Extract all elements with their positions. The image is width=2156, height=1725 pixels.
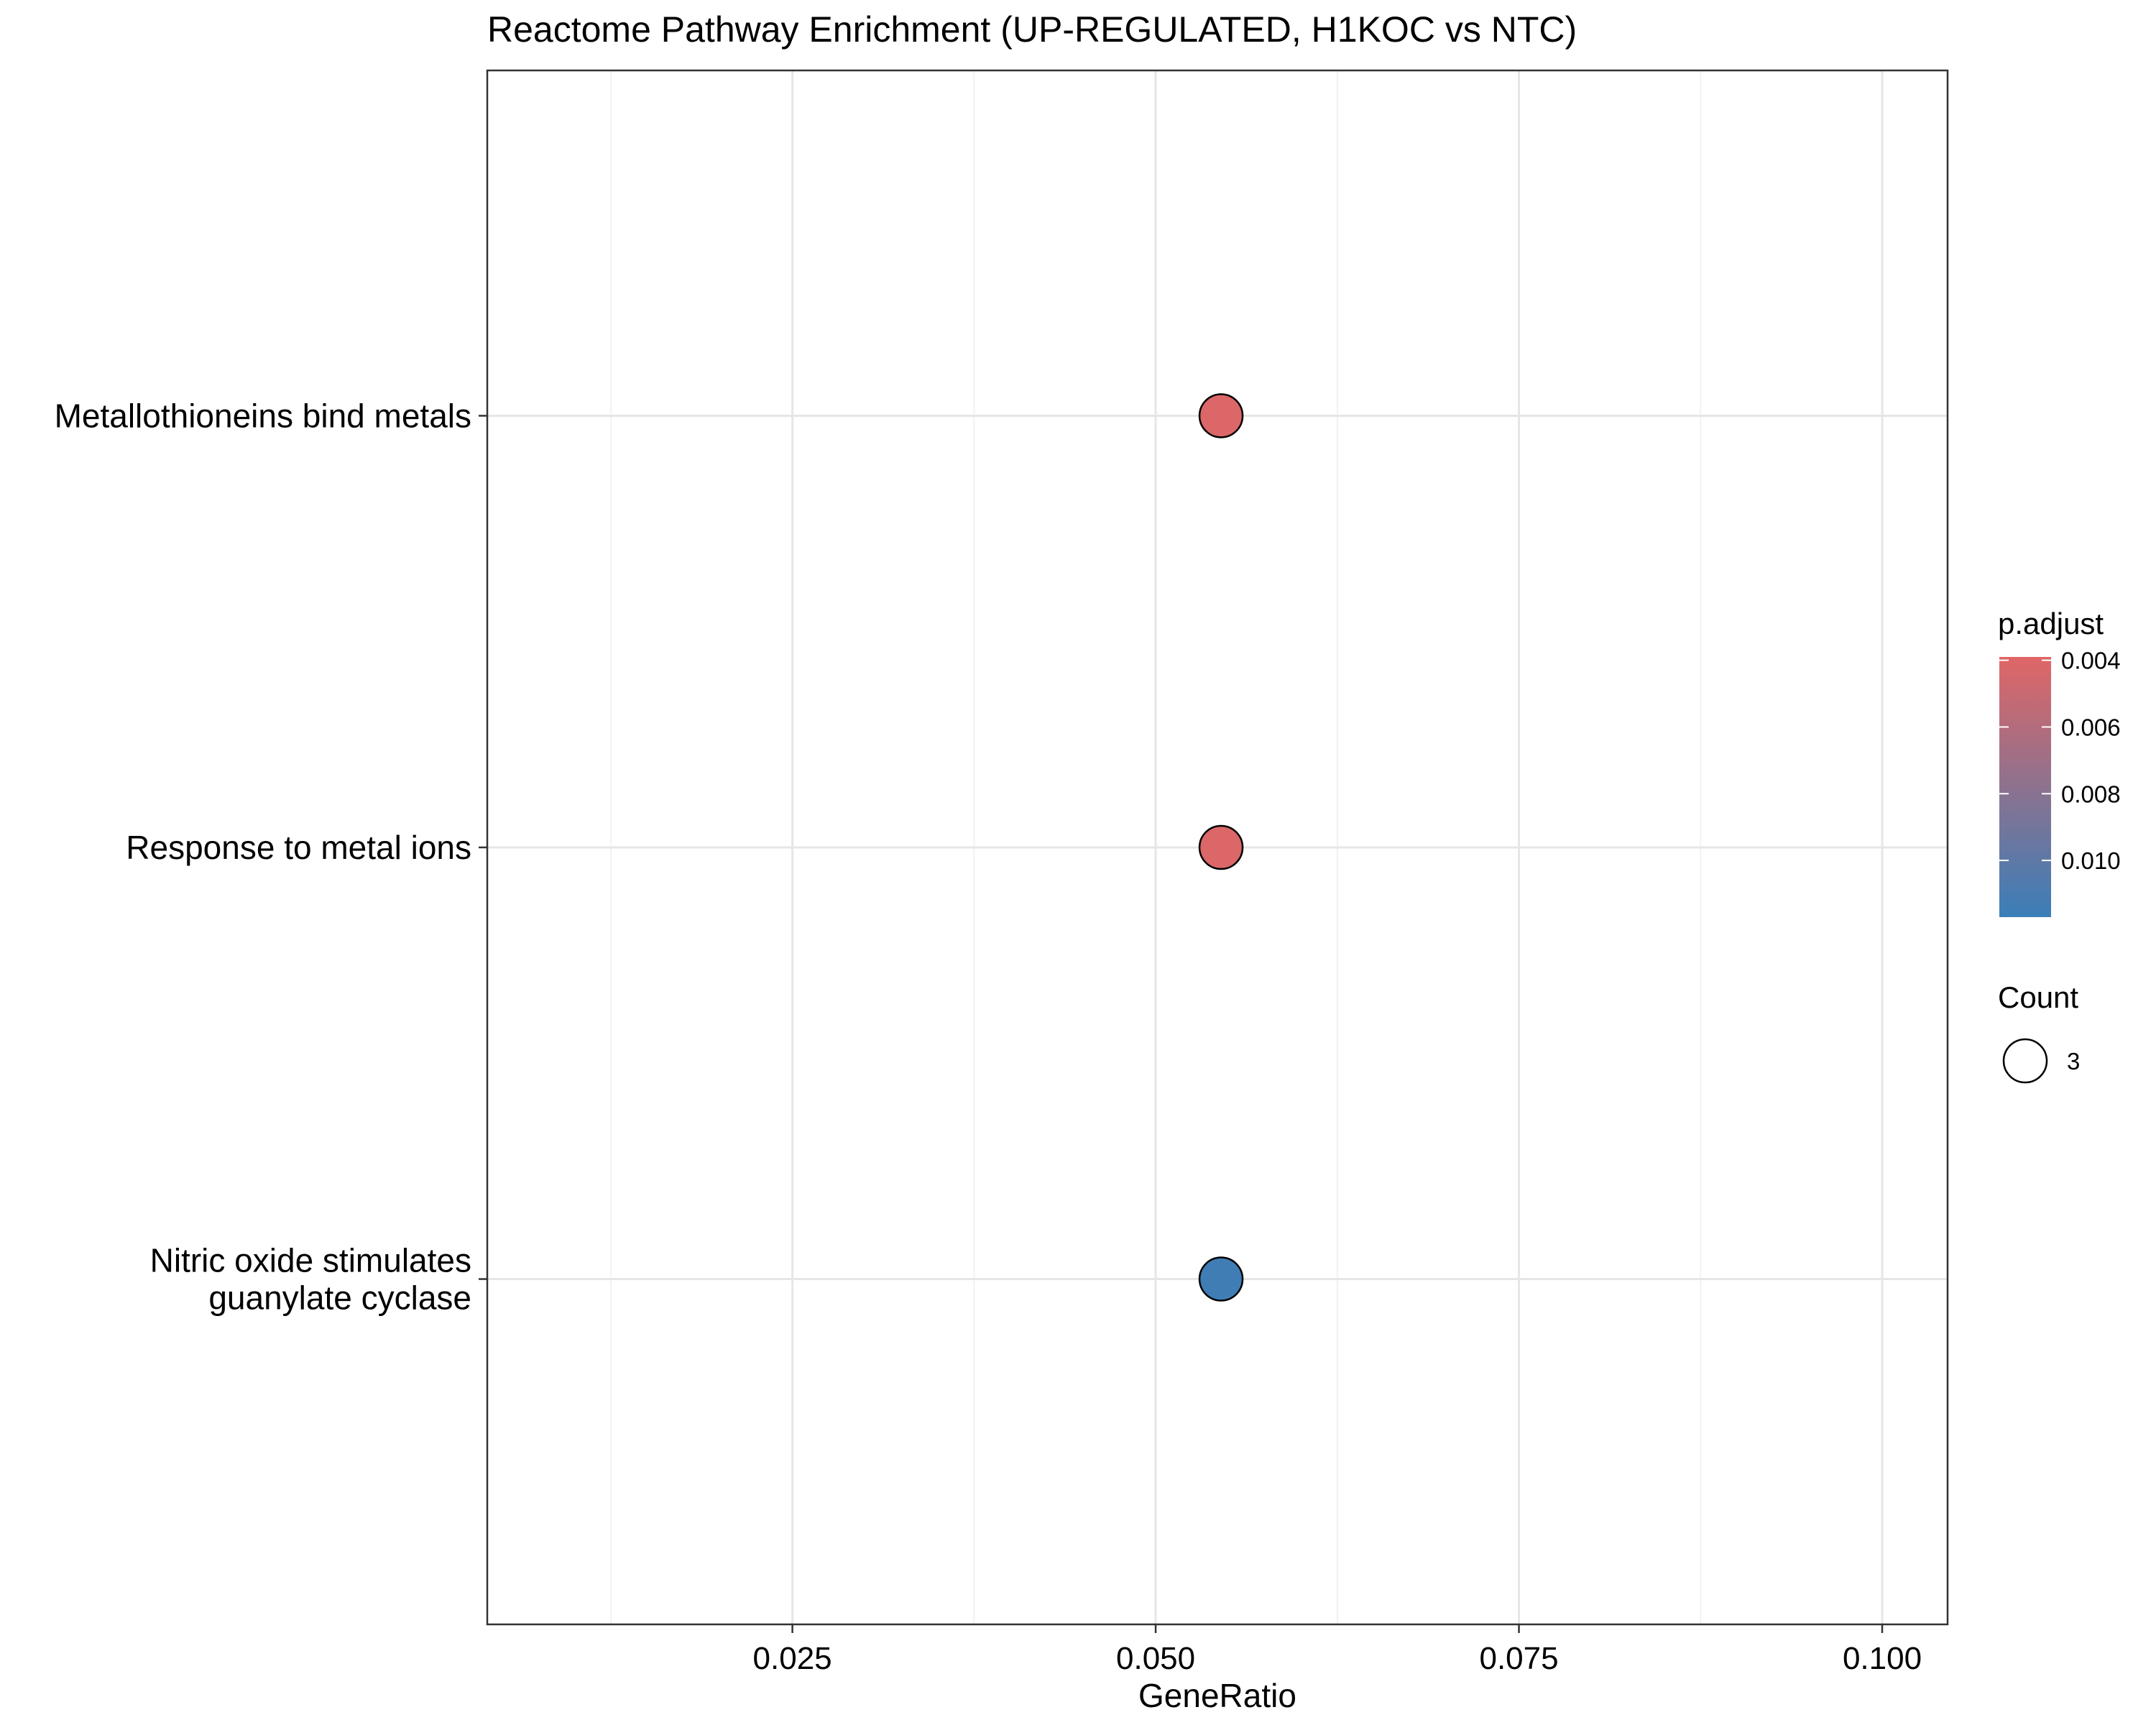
size-legend-key-0 <box>2002 1038 2048 1084</box>
color-legend-title: p.adjust <box>1998 607 2104 640</box>
data-point-2 <box>1198 1256 1244 1302</box>
x-tick-label-0: 0.025 <box>753 1641 832 1676</box>
color-tick-label-1: 0.006 <box>2061 714 2121 740</box>
data-points <box>1198 393 1244 1302</box>
x-axis-label: GeneRatio <box>1138 1677 1296 1714</box>
size-legend-label-0: 3 <box>2067 1048 2080 1075</box>
color-tick-label-2: 0.008 <box>2061 781 2121 807</box>
x-tick-label-1: 0.050 <box>1116 1641 1195 1676</box>
chart-title: Reactome Pathway Enrichment (UP-REGULATE… <box>487 9 1577 50</box>
color-legend: p.adjust 0.004 0.006 0.008 0.010 <box>1998 607 2121 917</box>
color-tick-label-3: 0.010 <box>2061 847 2121 874</box>
y-axis: Metallothioneins bind metals Response to … <box>55 397 487 1317</box>
size-legend-title: Count <box>1998 980 2078 1014</box>
data-point-0 <box>1198 393 1244 438</box>
color-tick-label-0: 0.004 <box>2061 648 2121 674</box>
color-bar <box>1999 657 2051 917</box>
data-point-1 <box>1198 824 1244 870</box>
y-tick-label-1: Response to metal ions <box>126 829 471 866</box>
x-axis: 0.025 0.050 0.075 0.100 <box>753 1624 1922 1676</box>
size-legend: Count 3 <box>1998 980 2080 1084</box>
x-tick-label-3: 0.100 <box>1843 1641 1922 1676</box>
y-tick-label-0: Metallothioneins bind metals <box>55 397 471 434</box>
y-tick-label-2: Nitric oxide stimulates guanylate cyclase <box>150 1242 471 1317</box>
x-tick-label-2: 0.075 <box>1479 1641 1558 1676</box>
